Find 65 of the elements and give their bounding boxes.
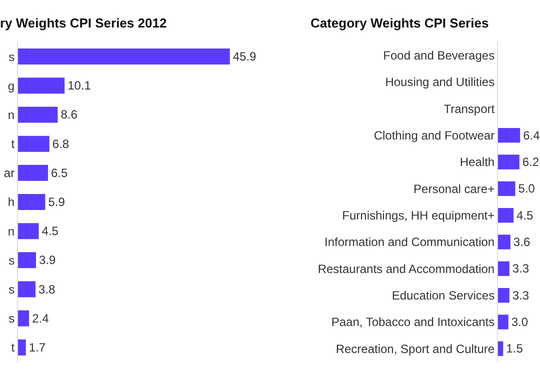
data-label: 6.4: [523, 128, 540, 142]
y-tick-label: Restaurants and Accommodation: [318, 262, 495, 276]
bar: [498, 314, 508, 330]
y-tick-label: t: [11, 137, 16, 152]
bar: [18, 194, 46, 210]
data-label: 3.8: [38, 282, 56, 296]
y-tick-label: g: [8, 78, 15, 93]
bar: [18, 164, 48, 181]
bar: [498, 288, 510, 303]
y-tick-label: Recreation, Sport and Culture: [336, 342, 495, 356]
y-tick-label: n: [8, 224, 15, 238]
y-tick-label: s: [8, 282, 15, 296]
y-tick-label: Furnishings, HH equipment+: [342, 208, 495, 223]
bar: [498, 234, 510, 250]
data-label: 3.3: [512, 262, 530, 276]
y-tick-label: t: [11, 340, 16, 355]
data-label: 3.3: [512, 288, 530, 302]
bar: [18, 78, 65, 94]
bar: [498, 181, 516, 196]
data-label: 1.5: [506, 342, 524, 356]
y-tick-label: Paan, Tobacco and Intoxicants: [331, 315, 495, 330]
bar: [18, 223, 39, 240]
bar: [498, 341, 504, 356]
data-label: 6.2: [522, 155, 540, 169]
bar: [18, 106, 58, 123]
data-label: 4.5: [42, 224, 59, 238]
y-tick-label: Clothing and Footwear: [374, 128, 495, 143]
y-tick-label: s: [8, 312, 15, 326]
bar: [498, 261, 510, 276]
data-label: 2.4: [32, 311, 50, 326]
chart-title: Category Weights CPI Series: [310, 16, 489, 31]
data-label: 6.5: [51, 166, 68, 180]
data-label: 3.0: [511, 315, 528, 329]
bar: [18, 281, 36, 298]
y-tick-label: Information and Communication: [324, 235, 495, 250]
data-label: 4.5: [516, 208, 534, 222]
y-tick-label: ar: [4, 166, 15, 180]
y-tick-label: Education Services: [392, 288, 495, 303]
data-label: 45.9: [232, 50, 257, 64]
bar: [18, 310, 30, 326]
bar: [18, 252, 36, 268]
y-tick-label: Housing and Utilities: [385, 75, 495, 90]
bar: [498, 208, 514, 223]
bar: [18, 48, 230, 65]
data-label: 8.6: [60, 108, 78, 122]
y-tick-label: s: [8, 50, 15, 64]
data-label: 6.8: [52, 136, 70, 151]
chart-title: ry Weights CPI Series 2012: [0, 16, 167, 31]
data-label: 5.9: [48, 195, 66, 209]
bar: [498, 154, 520, 170]
y-tick-label: Health: [460, 155, 495, 170]
data-label: 1.7: [28, 340, 46, 354]
bar: [498, 128, 520, 143]
y-tick-label: s: [8, 253, 15, 268]
data-label: 5.0: [518, 182, 536, 196]
y-tick-label: h: [8, 195, 15, 210]
bar: [18, 136, 50, 152]
y-tick-label: Food and Beverages: [383, 48, 495, 63]
data-label: 10.1: [68, 78, 92, 93]
y-tick-label: Personal care+: [414, 182, 495, 196]
y-tick-label: Transport: [444, 102, 496, 116]
y-tick-label: n: [8, 108, 15, 122]
bar: [18, 339, 26, 356]
data-label: 3.9: [39, 253, 56, 268]
data-label: 3.6: [513, 235, 530, 249]
